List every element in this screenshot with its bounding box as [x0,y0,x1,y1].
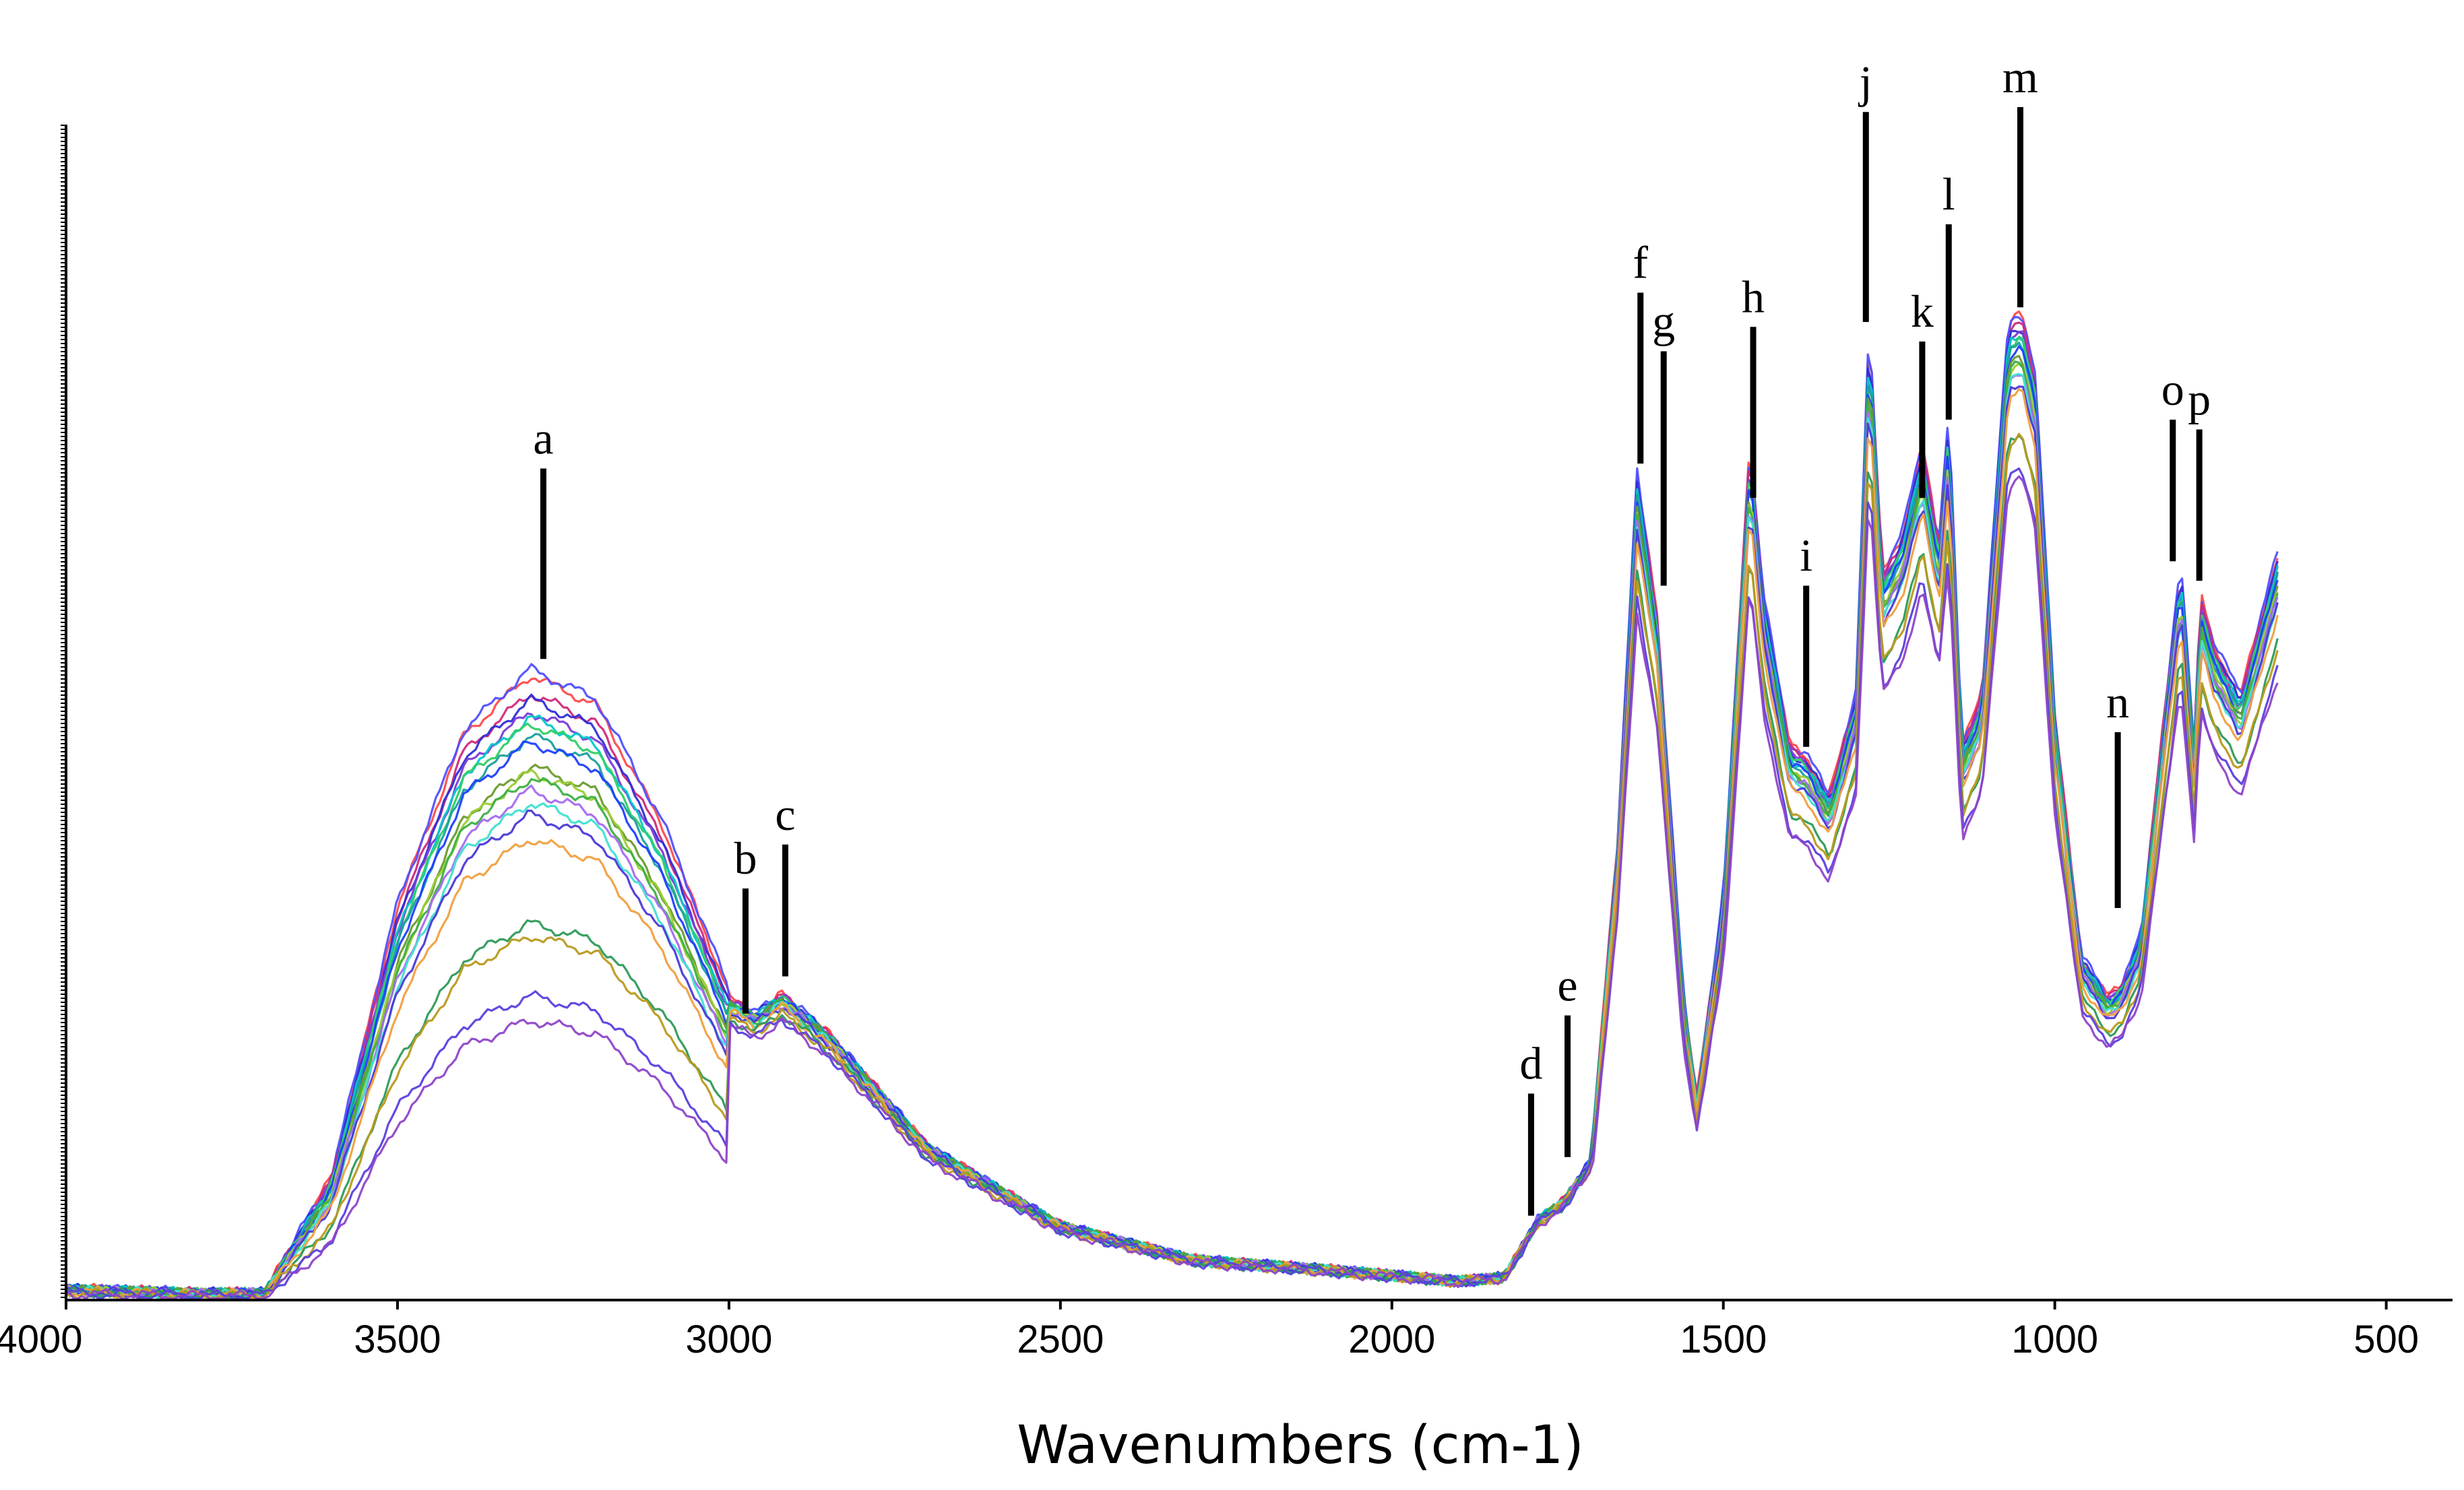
peak-label-n: n [2106,676,2129,727]
peak-label-k: k [1911,286,1934,337]
x-tick-label-2500: 2500 [1017,1318,1104,1361]
peak-label-a: a [533,413,553,464]
peak-label-f: f [1633,237,1648,288]
x-tick-label-3000: 3000 [685,1318,772,1361]
peak-label-g: g [1652,296,1675,347]
peak-label-h: h [1742,271,1765,322]
peak-label-i: i [1800,530,1812,581]
peak-label-j: j [1858,56,1872,107]
x-tick-label-1000: 1000 [2011,1318,2098,1361]
spectrum-line-sample-18 [65,432,2279,1300]
x-tick-label-500: 500 [2354,1318,2419,1361]
peak-label-o: o [2161,364,2184,415]
spectra-layer [65,310,2279,1300]
axes-layer [61,125,2453,1301]
spectrum-line-sample-02 [65,315,2279,1300]
spectrum-line-sample-20 [65,475,2279,1300]
x-axis-title: Wavenumbers (cm-1) [1017,1415,1583,1476]
spectrum-line-sample-19 [65,467,2279,1300]
x-ticks-layer: 4000 3500 3000 2500 2000 1500 1000 500 [0,1300,2419,1361]
peak-label-d: d [1519,1038,1542,1089]
peak-label-c: c [775,789,795,840]
x-tick-label-1500: 1500 [1680,1318,1767,1361]
spectrum-line-sample-16 [65,388,2279,1300]
x-tick-label-2000: 2000 [1348,1318,1435,1361]
peak-markers-layer: a bc de fg h i j k l m n o p [533,51,2211,1216]
x-tick-label-4000: 4000 [0,1318,83,1361]
peak-label-l: l [1942,168,1955,220]
peak-label-p: p [2188,374,2211,425]
x-tick-label-3500: 3500 [354,1318,441,1361]
peak-label-e: e [1557,960,1577,1011]
peak-label-b: b [734,833,757,884]
peak-label-m: m [2002,51,2038,102]
